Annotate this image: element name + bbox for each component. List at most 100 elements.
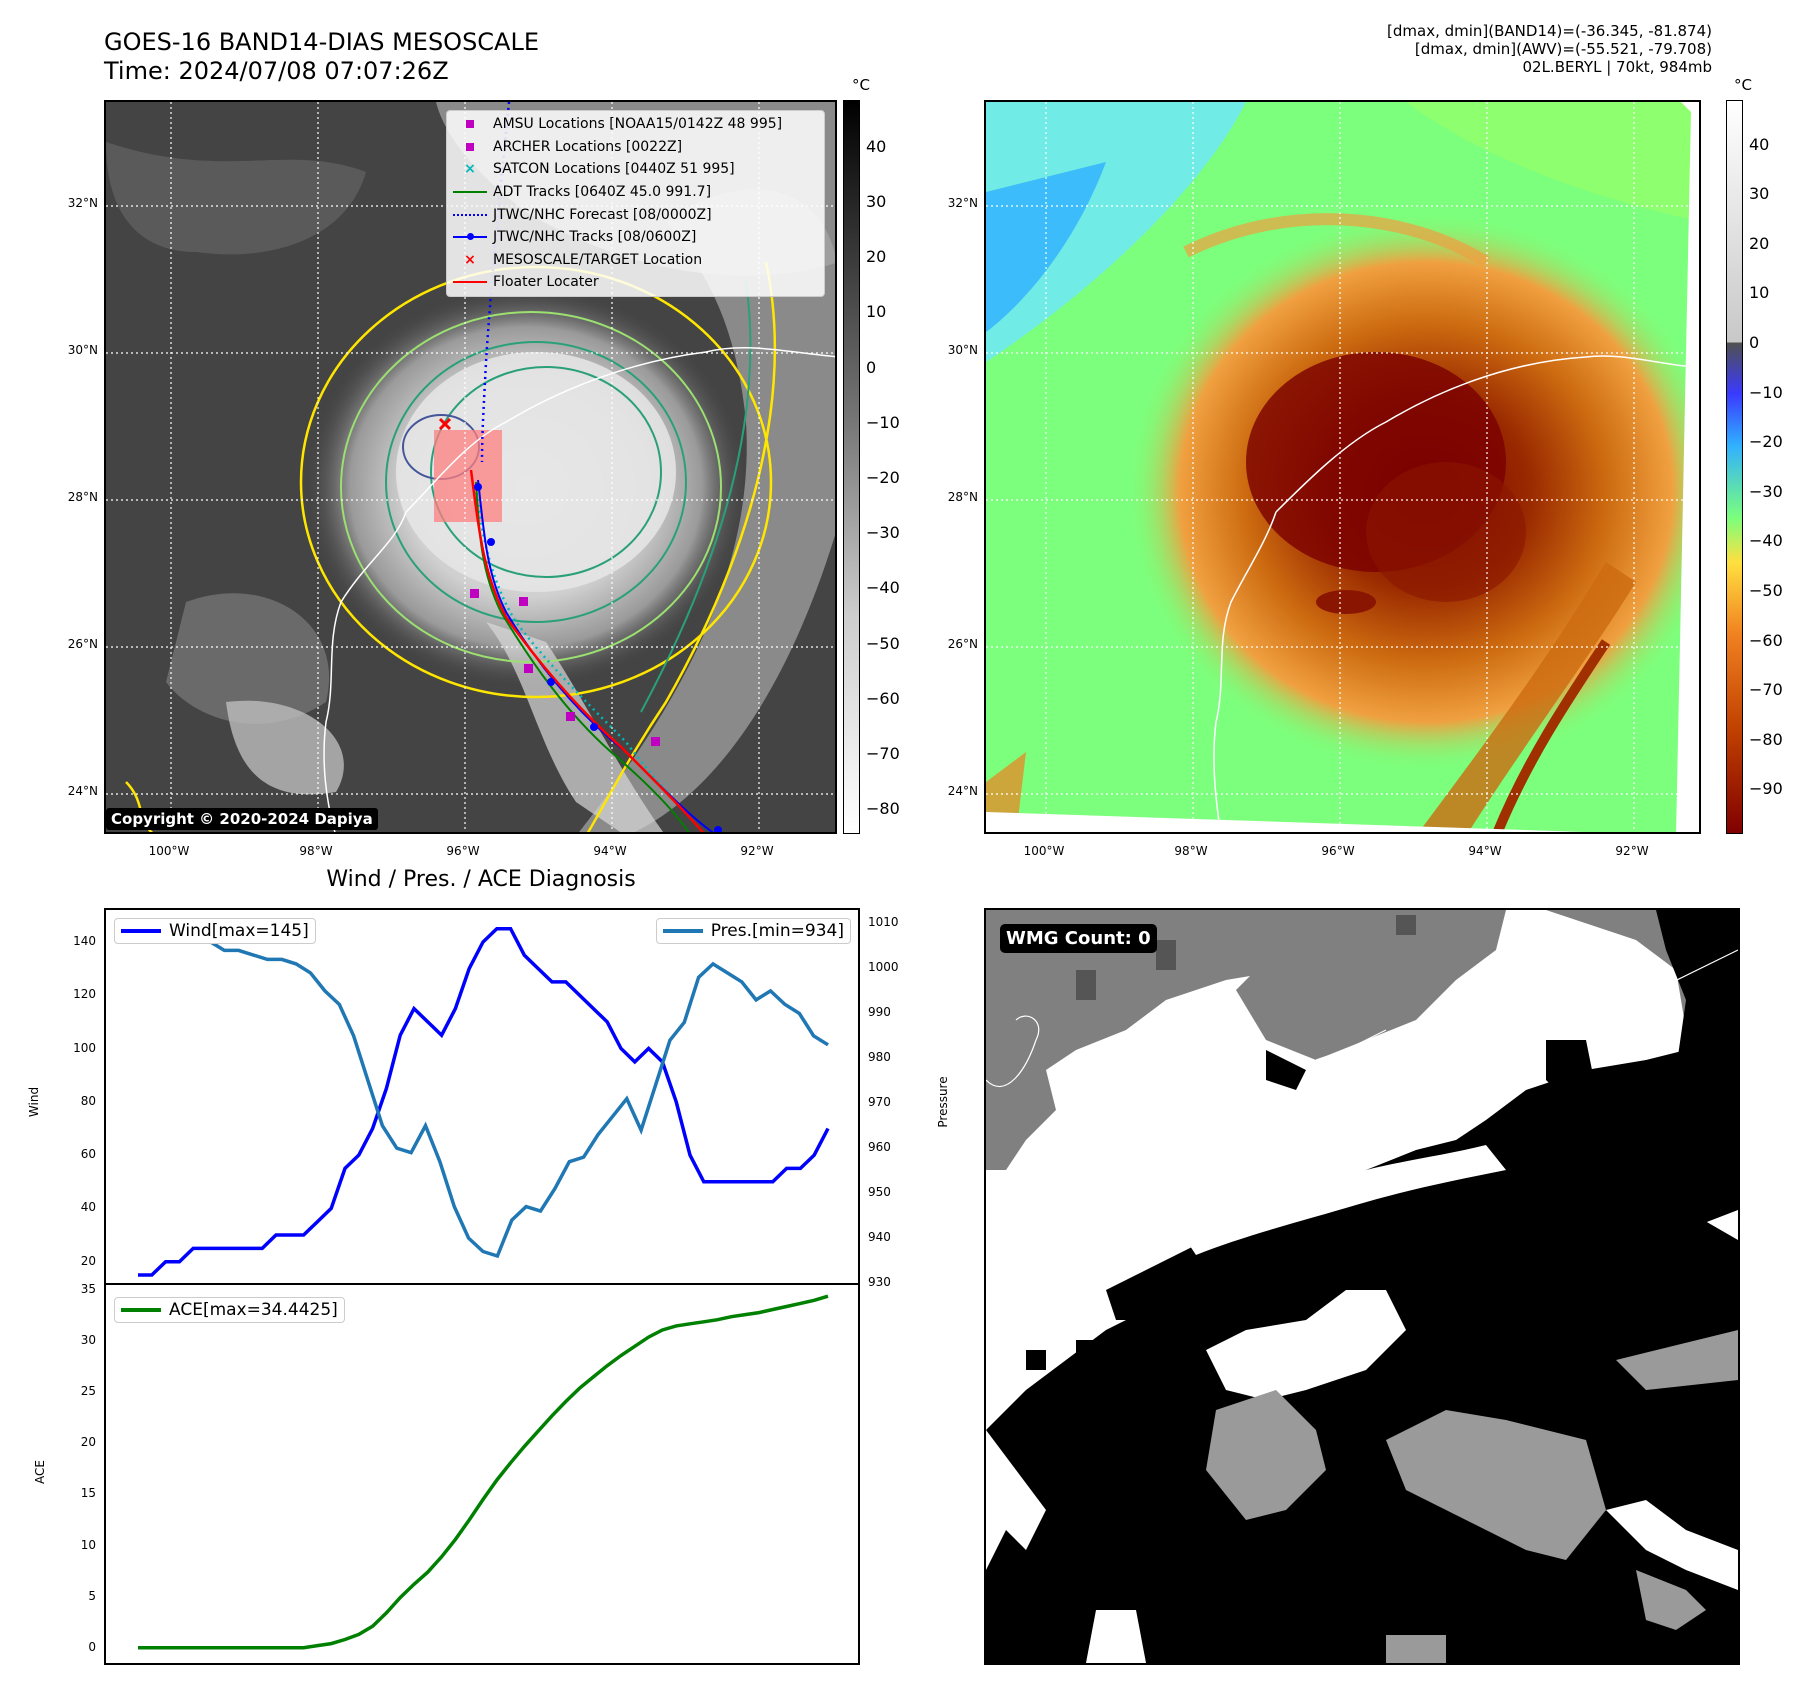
wmg-panel: WMG Count: 0 bbox=[984, 908, 1740, 1665]
lat-tick-label: 24°N bbox=[947, 784, 978, 798]
pressure-legend-label: Pres.[min=934] bbox=[710, 921, 844, 941]
wind-legend-line bbox=[121, 929, 161, 933]
ace-plot bbox=[104, 1283, 860, 1665]
colorbar-tick-label: −70 bbox=[866, 743, 900, 763]
ace-tick-label: 30 bbox=[80, 1333, 96, 1348]
colorbar-tick-label: 40 bbox=[1749, 134, 1770, 154]
lat-tick-label: 30°N bbox=[67, 343, 98, 357]
lat-tick-label: 28°N bbox=[67, 490, 98, 504]
ace-tick-label: 25 bbox=[80, 1384, 96, 1399]
chart-title: GOES-16 BAND14-DIAS MESOSCALE Time: 2024… bbox=[104, 28, 539, 86]
wind-tick-label: 60 bbox=[80, 1147, 96, 1162]
lon-tick-label: 94°W bbox=[1468, 844, 1502, 858]
colorbar-tick-label: −30 bbox=[866, 523, 900, 543]
colorbar-tick-label: −70 bbox=[1749, 680, 1783, 700]
pressure-legend: Pres.[min=934] bbox=[655, 918, 851, 944]
colorbar-tick-label: 0 bbox=[1749, 333, 1760, 352]
ir-colorbar bbox=[843, 100, 860, 834]
ace-tick-label: 15 bbox=[80, 1486, 96, 1501]
pressure-line bbox=[138, 921, 829, 1259]
legend-label: JTWC/NHC Tracks [08/0600Z] bbox=[493, 229, 697, 246]
lat-tick-label: 26°N bbox=[947, 637, 978, 651]
title-line-1: GOES-16 BAND14-DIAS MESOSCALE bbox=[104, 28, 540, 56]
wmg-count-badge: WMG Count: 0 bbox=[1000, 924, 1157, 953]
pressure-tick-label: 930 bbox=[868, 1275, 891, 1289]
wind-line bbox=[138, 926, 830, 1277]
colorbar-tick-label: −30 bbox=[1749, 481, 1783, 501]
colorbar-tick-label: −40 bbox=[1749, 531, 1783, 551]
title-line-2: Time: 2024/07/08 07:07:26Z bbox=[104, 57, 449, 85]
wind-tick-label: 140 bbox=[73, 933, 96, 948]
ace-legend: ACE[max=34.4425] bbox=[114, 1297, 345, 1323]
colorbar-tick-label: 20 bbox=[866, 247, 887, 267]
wind-pressure-plot bbox=[104, 908, 860, 1285]
colorbar-tick-label: 40 bbox=[866, 136, 887, 156]
pressure-tick-label: 940 bbox=[868, 1230, 891, 1245]
map-legend-item: JTWC/NHC Forecast [08/0000Z] bbox=[447, 203, 824, 226]
pressure-tick-label: 950 bbox=[868, 1185, 891, 1200]
colorbar-tick-label: 20 bbox=[1749, 233, 1770, 253]
lon-tick-label: 98°W bbox=[299, 844, 333, 858]
pressure-tick-label: 1000 bbox=[868, 960, 899, 975]
map-legend: AMSU Locations [NOAA15/0142Z 48 995] ARCH… bbox=[446, 110, 825, 297]
lat-tick-label: 26°N bbox=[67, 637, 98, 651]
colorbar-tick-label: 10 bbox=[866, 302, 887, 322]
pressure-tick-label: 960 bbox=[868, 1140, 891, 1155]
colorbar-tick-label: −80 bbox=[866, 799, 900, 819]
diagnosis-title: Wind / Pres. / ACE Diagnosis bbox=[326, 867, 636, 892]
wind-tick-label: 80 bbox=[80, 1093, 96, 1108]
map-legend-item: ADT Tracks [0640Z 45.0 991.7] bbox=[447, 181, 824, 204]
colorbar-tick-label: −60 bbox=[1749, 630, 1783, 650]
ace-line bbox=[138, 1294, 829, 1650]
ace-tick-label: 5 bbox=[88, 1588, 96, 1603]
ace-tick-label: 35 bbox=[80, 1282, 96, 1297]
ace-tick-label: 0 bbox=[88, 1639, 96, 1654]
wind-pressure-svg bbox=[138, 921, 830, 1277]
legend-label: JTWC/NHC Forecast [08/0000Z] bbox=[493, 206, 712, 223]
legend-label: ADT Tracks [0640Z 45.0 991.7] bbox=[493, 184, 712, 201]
wind-tick-label: 120 bbox=[73, 987, 96, 1002]
colorbar-tick-label: −10 bbox=[866, 412, 900, 432]
map-legend-item: AMSU Locations [NOAA15/0142Z 48 995] bbox=[447, 113, 824, 136]
lon-tick-label: 92°W bbox=[1615, 844, 1649, 858]
pressure-tick-label: 980 bbox=[868, 1050, 891, 1065]
lon-tick-label: 98°W bbox=[1174, 844, 1208, 858]
awv-colorbar bbox=[1726, 100, 1743, 834]
awv-map-imagery bbox=[986, 102, 1699, 832]
awv-colorbar-unit: °C bbox=[1734, 76, 1752, 94]
pressure-tick-label: 990 bbox=[868, 1005, 891, 1020]
ace-tick-label: 20 bbox=[80, 1435, 96, 1450]
lat-tick-label: 32°N bbox=[947, 196, 978, 210]
legend-label: SATCON Locations [0440Z 51 995] bbox=[493, 161, 735, 178]
copyright-badge: Copyright © 2020-2024 Dapiya bbox=[106, 808, 378, 830]
legend-label: Floater Locater bbox=[493, 274, 599, 291]
map-legend-item: ARCHER Locations [0022Z] bbox=[447, 136, 824, 159]
ace-legend-label: ACE[max=34.4425] bbox=[169, 1300, 338, 1320]
lon-tick-label: 94°W bbox=[593, 844, 627, 858]
ace-legend-line bbox=[121, 1308, 161, 1312]
awv-satellite-map bbox=[984, 100, 1701, 834]
pressure-legend-line bbox=[662, 929, 703, 933]
colorbar-tick-label: −80 bbox=[1749, 729, 1783, 749]
colorbar-tick-label: −20 bbox=[1749, 432, 1783, 452]
wind-tick-label: 40 bbox=[80, 1200, 96, 1215]
colorbar-tick-label: −10 bbox=[1749, 382, 1783, 402]
legend-label: MESOSCALE/TARGET Location bbox=[493, 251, 703, 268]
legend-symbol bbox=[447, 233, 493, 241]
colorbar-tick-label: −20 bbox=[866, 468, 900, 488]
lat-tick-label: 32°N bbox=[67, 196, 98, 210]
pressure-tick-label: 1010 bbox=[868, 915, 899, 930]
info-line-2: [dmax, dmin](AWV)=(-55.521, -79.708) bbox=[1414, 40, 1712, 58]
colorbar-tick-label: −60 bbox=[866, 688, 900, 708]
wind-tick-label: 100 bbox=[73, 1040, 96, 1055]
ace-tick-label: 10 bbox=[80, 1537, 96, 1552]
legend-symbol bbox=[447, 213, 493, 216]
map-legend-item: Floater Locater bbox=[447, 271, 824, 294]
lat-tick-label: 30°N bbox=[947, 343, 978, 357]
colorbar-tick-label: 30 bbox=[866, 192, 887, 212]
wind-tick-label: 20 bbox=[80, 1253, 96, 1268]
colorbar-tick-label: −90 bbox=[1749, 779, 1783, 799]
map-legend-item: JTWC/NHC Tracks [08/0600Z] bbox=[447, 226, 824, 249]
ir-colorbar-unit: °C bbox=[852, 76, 870, 94]
lon-tick-label: 100°W bbox=[1023, 844, 1065, 858]
